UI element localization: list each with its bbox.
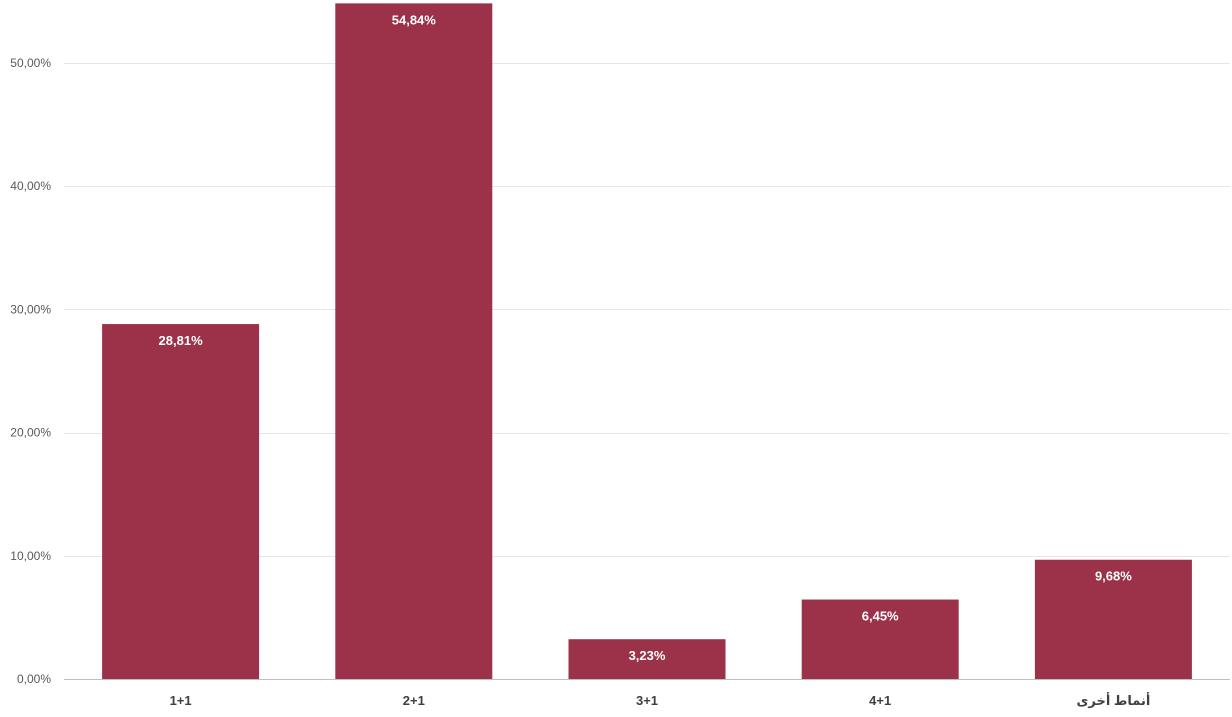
bar bbox=[568, 639, 726, 679]
x-tick-label: أنماط أخرى bbox=[1076, 692, 1150, 708]
bars bbox=[102, 3, 1192, 679]
data-label: 54,84% bbox=[392, 12, 437, 27]
data-label: 6,45% bbox=[862, 609, 899, 624]
bar bbox=[1034, 559, 1192, 679]
y-tick-label: 20,00% bbox=[10, 426, 51, 440]
data-label: 3,23% bbox=[629, 648, 666, 663]
data-label: 28,81% bbox=[159, 333, 204, 348]
x-tick-label: 4+1 bbox=[869, 693, 891, 708]
y-tick-label: 0,00% bbox=[17, 672, 51, 686]
y-tick-label: 50,00% bbox=[10, 56, 51, 70]
labels: 0,00% 10,00% 20,00% 30,00% 40,00% 50,00% 28,81… bbox=[10, 12, 1150, 708]
bar bbox=[335, 3, 493, 679]
x-tick-label: 1+1 bbox=[170, 693, 192, 708]
x-tick-label: 2+1 bbox=[403, 693, 425, 708]
y-tick-label: 40,00% bbox=[10, 179, 51, 193]
y-tick-label: 10,00% bbox=[10, 549, 51, 563]
y-tick-label: 30,00% bbox=[10, 302, 51, 316]
bar bbox=[801, 599, 959, 679]
bar bbox=[102, 324, 260, 679]
data-label: 9,68% bbox=[1095, 569, 1132, 584]
x-tick-label: 3+1 bbox=[636, 693, 658, 708]
